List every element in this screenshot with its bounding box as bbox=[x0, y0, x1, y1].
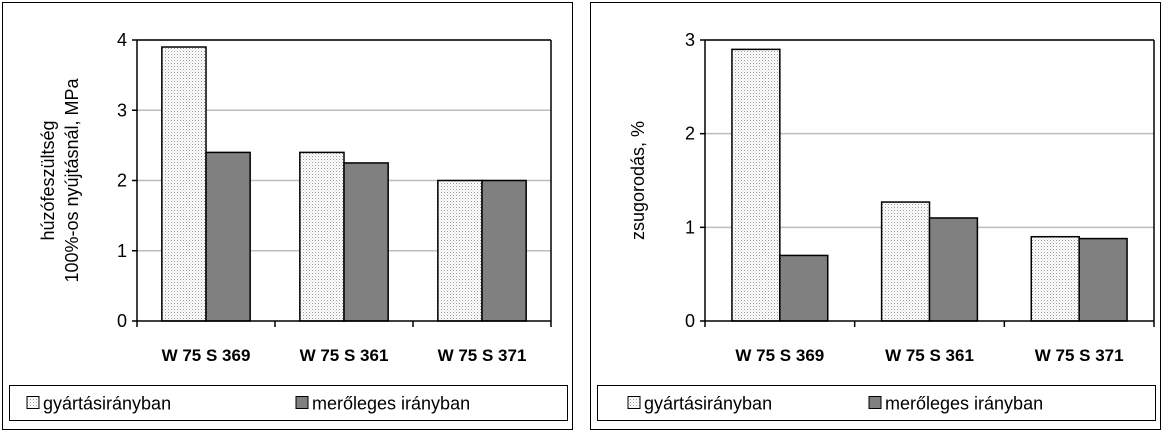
x-tick-label: W 75 S 361 bbox=[885, 346, 974, 365]
legend-swatch bbox=[26, 396, 40, 409]
bar-gyartasiranyban-1 bbox=[731, 48, 781, 322]
chart-svg-right: 0 1 2 3 W 75 S 369 W 75 S 361 W 75 S 371 zsugor… bbox=[590, 2, 1161, 430]
y-tick-label: 0 bbox=[685, 311, 695, 331]
legend-label: merőleges irányban bbox=[885, 394, 1043, 414]
chart-svg-left: 0 1 2 3 4 W 75 S 369 W 75 S 361 W 75 S 371 húzóf… bbox=[2, 2, 573, 430]
legend-label: gyártásirányban bbox=[43, 394, 171, 414]
y-tick-label: 4 bbox=[117, 30, 127, 50]
legend-swatch bbox=[627, 396, 641, 409]
y-tick-label: 2 bbox=[117, 171, 127, 191]
y-axis-label: húzófeszültség bbox=[38, 120, 58, 240]
legend-swatch bbox=[868, 396, 882, 409]
y-tick-label: 3 bbox=[685, 30, 695, 50]
bar-meroleges-1 bbox=[205, 151, 251, 322]
bar-meroleges-2 bbox=[343, 162, 389, 322]
legend-label: merőleges irányban bbox=[312, 394, 470, 414]
chart-left: 0 1 2 3 4 W 75 S 369 W 75 S 361 W 75 S 371 húzóf… bbox=[0, 0, 575, 437]
y-axis-label: 100%-os nyújtásnál, MPa bbox=[62, 77, 82, 282]
y-axis-label: zsugorodás, % bbox=[628, 121, 648, 240]
x-tick-label: W 75 S 369 bbox=[162, 346, 251, 365]
y-tick-label: 3 bbox=[117, 100, 127, 120]
y-tick-label: 0 bbox=[117, 311, 127, 331]
bar-meroleges-1 bbox=[779, 254, 829, 322]
chart-frame bbox=[590, 2, 1161, 430]
bar-gyartasiranyban-2 bbox=[299, 151, 345, 322]
bar-meroleges-2 bbox=[928, 217, 979, 322]
legend-label: gyártásirányban bbox=[644, 394, 772, 414]
bar-gyartasiranyban-2 bbox=[880, 201, 931, 322]
x-tick-label: W 75 S 371 bbox=[438, 346, 527, 365]
legend-swatch bbox=[295, 396, 309, 409]
bar-meroleges-3 bbox=[481, 179, 527, 322]
bar-gyartasiranyban-1 bbox=[161, 46, 207, 322]
chart-right: 0 1 2 3 W 75 S 369 W 75 S 361 W 75 S 371 zsugor… bbox=[588, 0, 1163, 437]
y-tick-label: 1 bbox=[685, 217, 695, 237]
y-tick-label: 1 bbox=[117, 241, 127, 261]
x-tick-label: W 75 S 371 bbox=[1035, 346, 1124, 365]
bar-meroleges-3 bbox=[1078, 237, 1128, 322]
bar-gyartasiranyban-3 bbox=[1030, 235, 1080, 322]
x-tick-label: W 75 S 369 bbox=[735, 346, 824, 365]
bar-gyartasiranyban-3 bbox=[437, 179, 483, 322]
x-tick-label: W 75 S 361 bbox=[300, 346, 389, 365]
y-tick-label: 2 bbox=[685, 124, 695, 144]
legend-box bbox=[9, 385, 568, 421]
